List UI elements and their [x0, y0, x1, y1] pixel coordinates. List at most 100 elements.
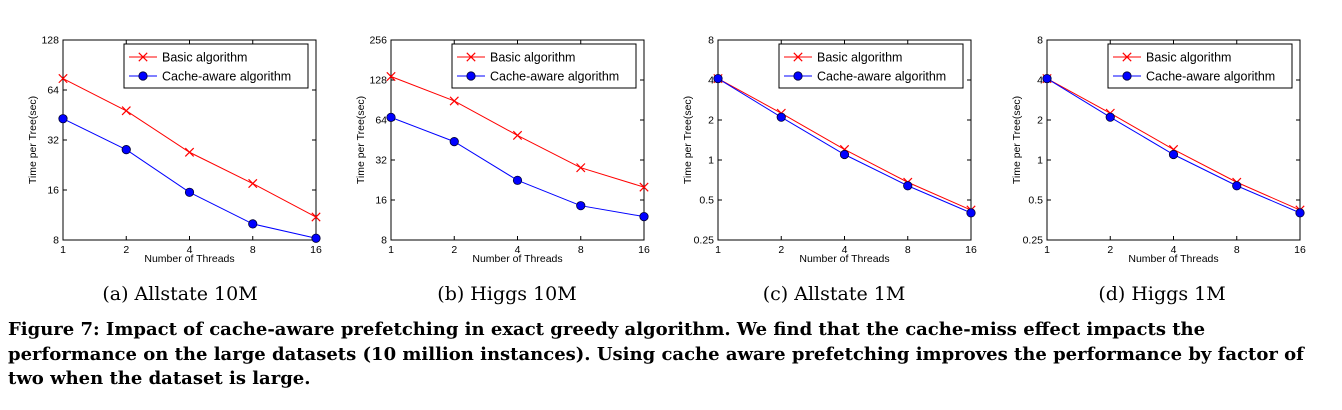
x-tick-label: 1 — [1044, 244, 1050, 256]
y-tick-label: 128 — [41, 35, 59, 47]
data-point-cache-aware — [184, 187, 195, 197]
x-tick-label: 2 — [1107, 244, 1113, 256]
y-tick-label: 1 — [1037, 155, 1043, 167]
y-axis-label: Time per Tree(sec) — [27, 96, 39, 184]
x-tick-label: 4 — [1171, 244, 1177, 256]
data-point-cache-aware — [512, 175, 523, 185]
data-point-basic — [576, 163, 586, 173]
data-point-cache-aware — [903, 181, 913, 191]
x-tick-label: 16 — [310, 244, 322, 256]
legend-box — [1107, 43, 1293, 89]
x-tick-label: 8 — [905, 244, 911, 256]
data-point-cache-aware — [639, 212, 649, 222]
data-point-cache-aware — [311, 233, 321, 243]
panel-caption-a: (a) Allstate 10M — [102, 283, 258, 305]
panel-caption-b: (b) Higgs 10M — [437, 283, 577, 305]
data-point-cache-aware — [121, 145, 131, 155]
x-tick-label: 4 — [515, 244, 521, 256]
legend-label: Basic algorithm — [1146, 51, 1231, 65]
y-tick-label: 0.25 — [1023, 235, 1044, 247]
data-point-basic — [449, 96, 459, 106]
x-tick-label: 2 — [451, 244, 457, 256]
x-axis-label: Number of Threads — [799, 253, 889, 265]
legend-marker — [138, 52, 148, 62]
x-tick-label: 8 — [1234, 244, 1240, 256]
y-tick-label: 128 — [369, 75, 387, 87]
legend-box — [778, 43, 964, 89]
y-tick-label: 0.5 — [699, 195, 714, 207]
legend-box — [451, 43, 637, 89]
legend-label: Basic algorithm — [490, 51, 575, 65]
data-point-cache-aware — [713, 73, 723, 84]
data-point-cache-aware — [839, 149, 850, 160]
y-tick-label: 8 — [1037, 35, 1043, 47]
x-axis-label: Number of Threads — [144, 253, 234, 265]
data-point-cache-aware — [1105, 112, 1115, 122]
x-tick-label: 16 — [965, 244, 977, 256]
y-tick-label: 32 — [47, 135, 59, 147]
figure-caption: Figure 7: Impact of cache-aware prefetch… — [8, 319, 1304, 389]
x-tick-label: 8 — [578, 244, 584, 256]
panel-caption-c: (c) Allstate 1M — [762, 283, 906, 305]
legend-label: Basic algorithm — [162, 51, 247, 65]
x-tick-label: 4 — [842, 244, 848, 256]
data-point-basic — [512, 130, 523, 141]
data-point-basic — [248, 178, 258, 189]
y-tick-label: 2 — [708, 115, 714, 127]
data-point-cache-aware — [1042, 73, 1052, 84]
x-tick-label: 8 — [250, 244, 256, 256]
x-tick-label: 2 — [123, 244, 129, 256]
data-point-cache-aware — [58, 114, 68, 124]
legend-marker — [1122, 71, 1132, 81]
legend-label: Cache-aware algorithm — [162, 70, 291, 84]
y-tick-label: 16 — [47, 185, 59, 197]
y-tick-label: 8 — [708, 35, 714, 47]
data-point-cache-aware — [966, 208, 976, 218]
legend-label: Cache-aware algorithm — [490, 70, 619, 84]
y-tick-label: 8 — [53, 235, 59, 247]
data-point-cache-aware — [1168, 149, 1179, 160]
y-tick-label: 64 — [375, 115, 387, 127]
legend-label: Basic algorithm — [817, 51, 902, 65]
y-tick-label: 4 — [708, 75, 714, 87]
data-point-cache-aware — [386, 112, 396, 122]
y-tick-label: 256 — [369, 35, 387, 47]
legend-box — [123, 43, 309, 89]
y-tick-label: 0.5 — [1028, 195, 1043, 207]
series-line-cache-aware — [717, 78, 972, 214]
x-tick-label: 1 — [60, 244, 66, 256]
y-tick-label: 32 — [375, 155, 387, 167]
legend-label: Cache-aware algorithm — [1146, 70, 1275, 84]
chart-panel-2: 8 16 32 64 128 256 1 2 4 8 16 Number of Threads Time… — [355, 35, 650, 266]
x-tick-label: 1 — [715, 244, 721, 256]
series-line-basic — [717, 78, 972, 211]
series-line-basic — [1046, 78, 1301, 211]
data-point-basic — [184, 147, 195, 157]
x-tick-label: 16 — [1294, 244, 1306, 256]
data-point-cache-aware — [449, 137, 459, 147]
data-point-cache-aware — [576, 201, 586, 211]
series-line-cache-aware — [390, 116, 645, 218]
data-point-cache-aware — [248, 219, 258, 229]
y-tick-label: 8 — [381, 235, 387, 247]
legend-marker — [466, 52, 476, 62]
series-line-cache-aware — [1046, 78, 1301, 214]
data-point-basic — [311, 212, 321, 222]
y-tick-label: 64 — [47, 85, 59, 97]
panel-caption-d: (d) Higgs 1M — [1098, 283, 1226, 305]
data-point-basic — [386, 71, 396, 82]
y-tick-label: 16 — [375, 195, 387, 207]
x-tick-label: 16 — [638, 244, 650, 256]
data-point-cache-aware — [776, 112, 786, 122]
data-point-cache-aware — [1232, 181, 1242, 191]
x-tick-label: 1 — [388, 244, 394, 256]
y-axis-label: Time per Tree(sec) — [682, 96, 694, 184]
data-point-basic — [121, 106, 131, 116]
chart-panel-1: 8 16 32 64 128 1 2 4 8 16 Number of Threads Time pe… — [27, 35, 322, 266]
y-tick-label: 2 — [1037, 115, 1043, 127]
series-line-cache-aware — [62, 118, 317, 239]
legend-marker — [793, 71, 803, 81]
data-point-basic — [58, 73, 68, 84]
y-axis-label: Time per Tree(sec) — [1011, 96, 1023, 184]
